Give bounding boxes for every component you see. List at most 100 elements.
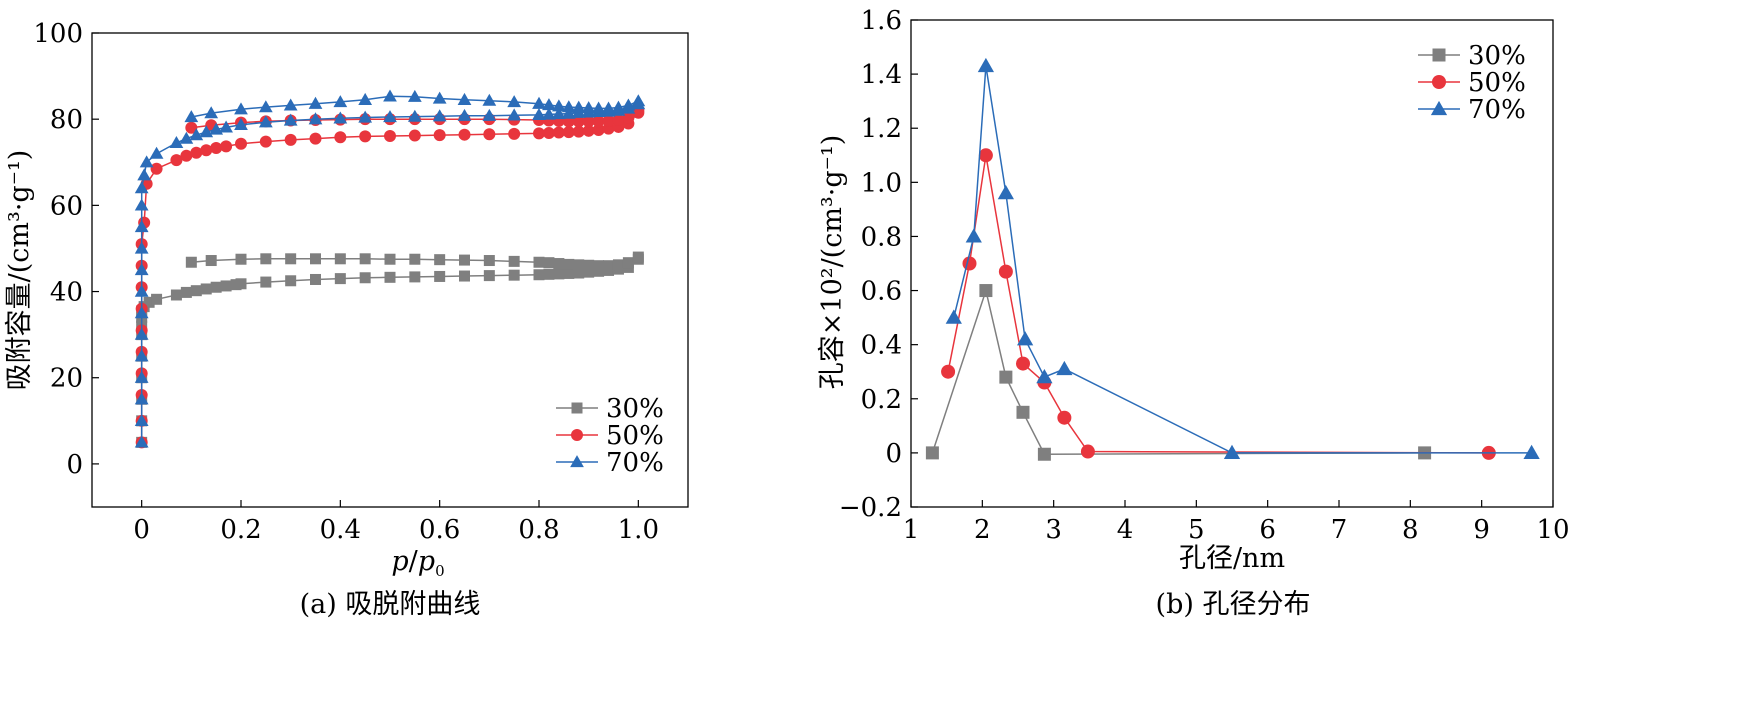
adsorption-data-point bbox=[383, 110, 397, 123]
adsorption-legend-label: 50% bbox=[606, 421, 664, 451]
pore-size-y-tick-label: 1.6 bbox=[861, 6, 902, 36]
pore-size-data-point bbox=[1036, 369, 1053, 384]
pore-size-plot-area: 1 2 3 4 5 6 7 8 9 10 −0.2 0 0.2 0.4 0.6 0.8 1.0 1.2 1.4 1.6 bbox=[839, 6, 1570, 545]
adsorption-data-point bbox=[407, 109, 422, 122]
adsorption-x-tick-label: 0 bbox=[133, 515, 150, 545]
pore-size-x-tick-label: 6 bbox=[1259, 515, 1276, 545]
adsorption-data-point bbox=[235, 253, 247, 265]
adsorption-data-point bbox=[432, 109, 447, 122]
adsorption-data-point bbox=[333, 95, 348, 108]
adsorption-y-tick-label: 40 bbox=[50, 278, 83, 308]
adsorption-data-point bbox=[601, 101, 616, 114]
adsorption-x-tick-label: 1.0 bbox=[618, 515, 659, 545]
adsorption-x-tick-label: 0.8 bbox=[518, 515, 559, 545]
adsorption-data-point bbox=[235, 137, 247, 150]
pore-size-data-point bbox=[1080, 444, 1095, 459]
adsorption-data-point bbox=[383, 89, 397, 102]
pore-size-data-point bbox=[1015, 356, 1030, 371]
x-label-p: p bbox=[391, 546, 408, 577]
adsorption-data-point bbox=[234, 117, 248, 130]
adsorption-data-point bbox=[384, 129, 396, 142]
pore-size-y-tick-label: 0.2 bbox=[861, 385, 902, 415]
adsorption-data-point bbox=[561, 106, 576, 119]
adsorption-data-point bbox=[592, 123, 605, 136]
adsorption-data-point bbox=[200, 144, 213, 157]
adsorption-data-point bbox=[260, 276, 272, 288]
adsorption-data-point bbox=[533, 269, 545, 281]
pore-size-legend-marker bbox=[1430, 100, 1448, 116]
pore-size-x-tick-label: 8 bbox=[1402, 515, 1419, 545]
pore-size-frame bbox=[910, 19, 1554, 508]
adsorption-data-point bbox=[189, 128, 204, 141]
adsorption-data-point bbox=[409, 253, 421, 265]
adsorption-data-point bbox=[622, 111, 635, 124]
adsorption-data-point bbox=[150, 162, 163, 175]
pore-size-data-point bbox=[977, 57, 995, 73]
adsorption-data-point bbox=[603, 260, 615, 272]
pore-size-data-point bbox=[998, 264, 1013, 279]
adsorption-x-tick-label: 0.4 bbox=[320, 515, 361, 545]
adsorption-plot-area: 0 0.2 0.4 0.6 0.8 1.0 0 20 40 60 80 100 bbox=[33, 19, 689, 545]
adsorption-data-point bbox=[434, 254, 446, 266]
adsorption-data-point bbox=[581, 101, 596, 114]
adsorption-data-point bbox=[134, 198, 149, 211]
adsorption-data-point bbox=[572, 125, 585, 138]
adsorption-data-point bbox=[432, 91, 447, 104]
pore-size-y-tick-label: 0 bbox=[885, 439, 902, 469]
adsorption-data-point bbox=[459, 270, 470, 282]
adsorption-data-point bbox=[134, 284, 149, 297]
adsorption-data-point bbox=[234, 102, 248, 115]
adsorption-data-point bbox=[542, 107, 556, 120]
adsorption-series-70pct bbox=[134, 89, 646, 448]
adsorption-data-point bbox=[334, 253, 346, 265]
adsorption-data-point bbox=[180, 149, 193, 162]
pore-size-data-point bbox=[941, 364, 956, 379]
adsorption-data-point bbox=[457, 92, 472, 105]
pore-size-caption: (b) 孔径分布 bbox=[1156, 589, 1311, 620]
adsorption-legend-marker bbox=[570, 455, 584, 468]
adsorption-data-point bbox=[384, 271, 396, 283]
adsorption-data-point bbox=[180, 286, 192, 298]
adsorption-data-point bbox=[632, 251, 644, 263]
pore-size-x-tick-label: 4 bbox=[1117, 515, 1134, 545]
adsorption-data-point bbox=[573, 259, 585, 271]
adsorption-data-point bbox=[553, 268, 565, 280]
pore-size-data-point bbox=[965, 228, 982, 243]
pore-size-data-point bbox=[1056, 360, 1073, 376]
adsorption-data-point bbox=[533, 256, 545, 268]
adsorption-data-point bbox=[583, 259, 595, 271]
adsorption-data-point bbox=[169, 136, 184, 149]
pore-size-legend-label: 70% bbox=[1468, 95, 1526, 125]
adsorption-data-point bbox=[409, 271, 421, 283]
adsorption-data-point bbox=[204, 106, 219, 119]
adsorption-data-point bbox=[621, 98, 636, 111]
adsorption-data-point bbox=[334, 131, 347, 144]
adsorption-data-point bbox=[508, 269, 520, 281]
adsorption-data-point bbox=[573, 267, 585, 279]
adsorption-data-point bbox=[185, 256, 197, 268]
adsorption-data-point bbox=[593, 265, 605, 277]
adsorption-data-point bbox=[205, 255, 217, 267]
adsorption-y-tick-label: 100 bbox=[33, 19, 83, 49]
adsorption-data-point bbox=[358, 110, 373, 123]
adsorption-data-point bbox=[612, 259, 624, 271]
x-label-p0: p bbox=[418, 546, 435, 577]
adsorption-legend-marker bbox=[571, 402, 583, 414]
adsorption-frame bbox=[91, 32, 689, 508]
adsorption-data-point bbox=[612, 114, 625, 127]
pore-size-data-point bbox=[1037, 447, 1051, 461]
pore-size-data-point bbox=[1523, 444, 1540, 459]
adsorption-data-point bbox=[334, 273, 346, 285]
pore-size-data-point bbox=[925, 446, 939, 460]
adsorption-legend-marker bbox=[571, 429, 583, 441]
adsorption-data-point bbox=[359, 253, 371, 265]
adsorption-data-point bbox=[561, 100, 576, 113]
adsorption-data-point bbox=[134, 306, 149, 319]
adsorption-data-point bbox=[571, 100, 586, 113]
pore-size-x-axis-label: 孔径/nm bbox=[1179, 543, 1285, 574]
adsorption-data-point bbox=[139, 155, 154, 168]
adsorption-data-point bbox=[283, 98, 298, 111]
adsorption-data-point bbox=[543, 268, 555, 280]
adsorption-data-point bbox=[190, 285, 202, 297]
